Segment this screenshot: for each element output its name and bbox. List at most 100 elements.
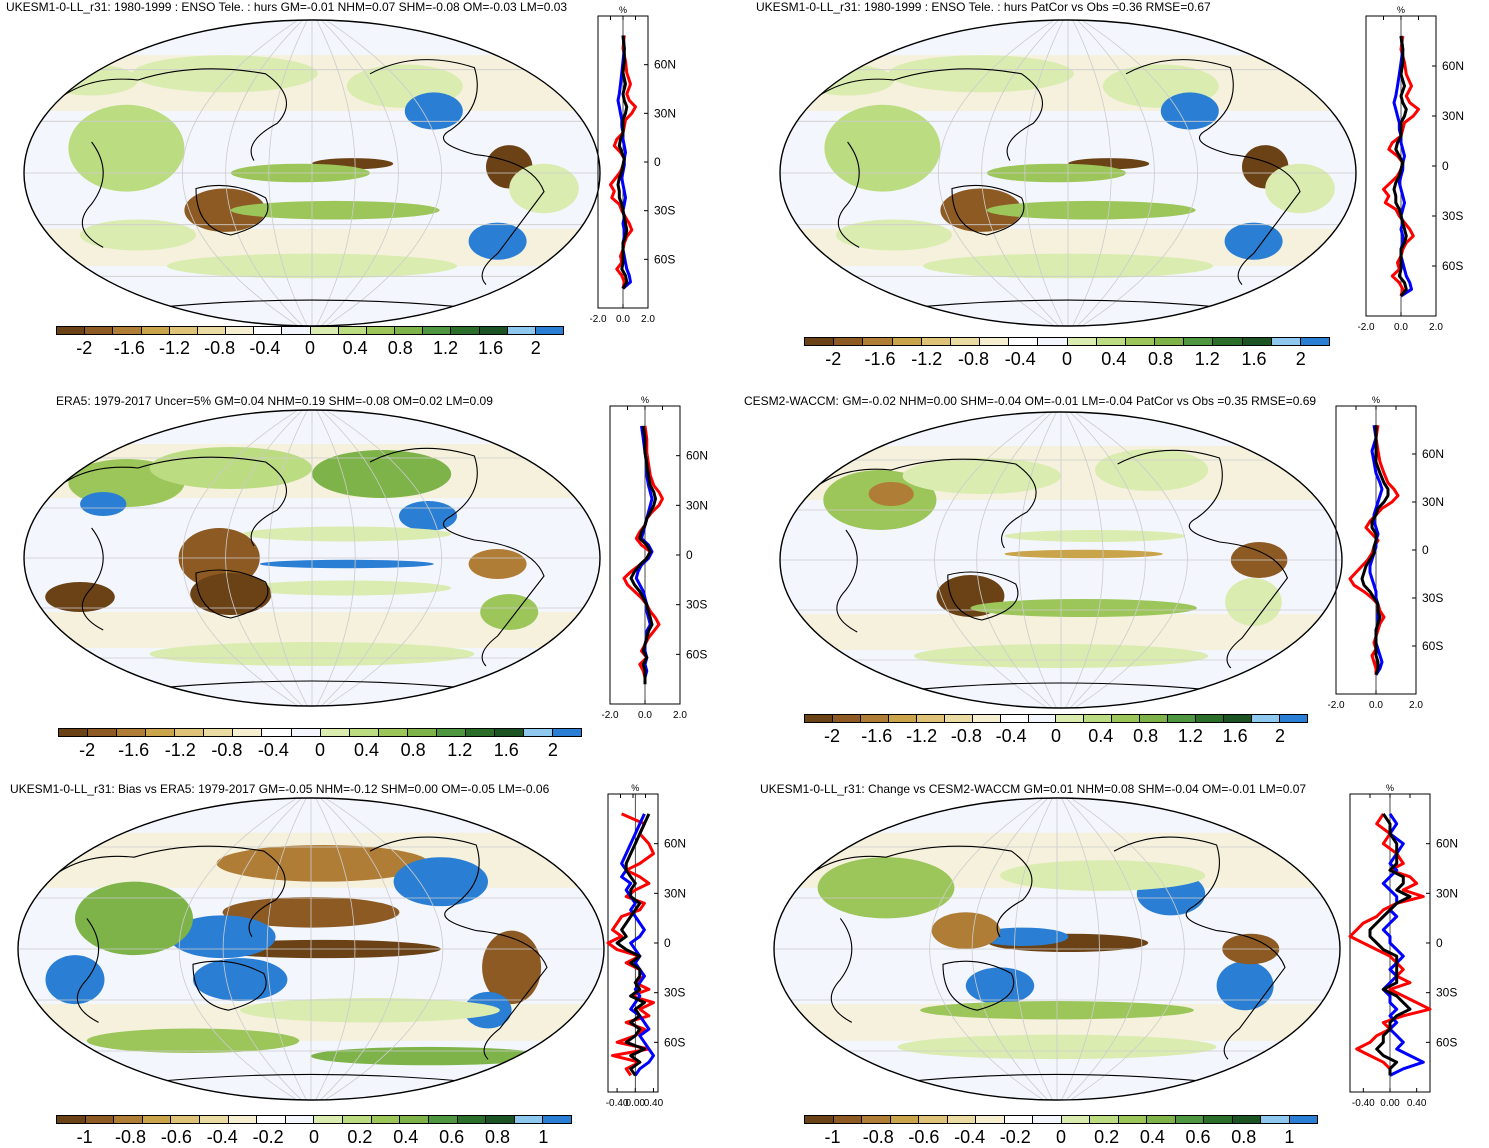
- field-patch: [902, 458, 1061, 494]
- graticule-lon: [1067, 412, 1146, 708]
- colorbar-swatch: [451, 327, 480, 334]
- lat-tick-label: 30S: [654, 204, 675, 218]
- colorbar: -2 -1.6 -1.2 -0.8 -0.4 0 0.4 0.8 1.2 1.6 2: [804, 714, 1308, 746]
- colorbar-tick-label: -0.4: [954, 1127, 986, 1147]
- lat-tick-label: 0: [686, 548, 693, 562]
- colorbar-swatch: [862, 1116, 891, 1123]
- graticule-lon: [1014, 798, 1054, 1100]
- x-tick-label: 2.0: [1429, 322, 1443, 333]
- field-patch: [824, 104, 941, 192]
- panel-title: UKESM1-0-LL_r31: Change vs CESM2-WACCM G…: [760, 782, 1307, 796]
- coastline: [1216, 930, 1286, 1060]
- colorbar-swatch: [465, 729, 495, 736]
- field-patch: [216, 844, 429, 882]
- lat-tick-label: 60S: [1422, 639, 1443, 653]
- coastline: [192, 960, 267, 1011]
- colorbar-tick-label: -0.4: [206, 1127, 238, 1147]
- colorbar-swatch: [980, 338, 1010, 345]
- colorbar-swatch: [950, 338, 981, 345]
- colorbar-swatch: [834, 338, 864, 345]
- colorbar-swatch: [1242, 338, 1272, 345]
- colorbar-swatches: [804, 1115, 1318, 1124]
- colorbar-tick-label: -1.6: [118, 740, 150, 760]
- coastline: [474, 153, 545, 285]
- colorbar-swatch: [524, 729, 554, 736]
- lat-tick-label: 60S: [654, 252, 675, 266]
- field-patch: [404, 92, 463, 130]
- profile-series-line: [1392, 35, 1408, 297]
- field-patch: [230, 200, 440, 220]
- coastline: [830, 918, 853, 1023]
- graticule-lon: [315, 20, 356, 326]
- colorbar-swatches: [804, 714, 1308, 723]
- panel-title: UKESM1-0-LL_r31: Bias vs ERA5: 1979-2017…: [10, 782, 550, 796]
- field-patch: [888, 55, 1074, 93]
- coastline: [1125, 59, 1234, 155]
- lat-tick-label: 0: [1436, 936, 1443, 950]
- colorbar-tick-label: -2: [76, 338, 93, 358]
- x-tick-label: -2.0: [602, 710, 619, 721]
- colorbar-swatch: [1271, 338, 1301, 345]
- colorbar-swatch: [863, 338, 893, 345]
- colorbar-swatch: [832, 715, 861, 722]
- colorbar-tick-label: 2: [1274, 726, 1286, 746]
- lat-tick-label: 30S: [664, 986, 685, 1000]
- field-patch: [986, 200, 1196, 220]
- lat-tick-label: 60N: [1436, 837, 1458, 851]
- field-patch: [931, 912, 1000, 949]
- colorbar-tick-label: -0.8: [211, 740, 243, 760]
- field-patch: [468, 222, 527, 260]
- x-tick-label: -2.0: [590, 314, 607, 325]
- colorbar-tick-label: 1.2: [447, 740, 473, 760]
- coastline: [137, 299, 487, 310]
- colorbar-swatch: [175, 729, 205, 736]
- colorbar-tick-label: 1.6: [478, 338, 504, 358]
- graticule-lon: [318, 20, 399, 326]
- colorbar-swatch: [282, 327, 311, 334]
- graticule-lon: [971, 798, 1051, 1100]
- map-outline: [779, 411, 1343, 709]
- colorbar-swatch: [85, 327, 114, 334]
- colorbar-tick-label: 0.4: [1101, 349, 1127, 369]
- colorbar-tick-label: -2: [823, 726, 841, 746]
- x-tick-label: 0.00: [1380, 1098, 1400, 1109]
- colorbar-swatch: [972, 715, 1001, 722]
- graticule-lon: [178, 798, 301, 1100]
- colorbar-tick-label: 0.2: [347, 1127, 373, 1147]
- lat-tick-label: 30N: [686, 498, 708, 512]
- profile-ylabel: %: [1372, 395, 1380, 405]
- field-patch: [1000, 860, 1206, 891]
- colorbar-tick-label: 1.6: [493, 740, 519, 760]
- colorbar-swatch: [1004, 1116, 1033, 1123]
- graticule-lon: [182, 410, 302, 706]
- colorbar-swatch: [1184, 338, 1214, 345]
- colorbar-tick-label: 2: [530, 338, 541, 358]
- graticule-lon: [318, 410, 399, 706]
- graticule-lon: [315, 410, 356, 706]
- coastline: [800, 458, 1037, 549]
- colorbar-swatch: [57, 1116, 86, 1123]
- graticule-lon: [938, 20, 1058, 326]
- graticule-lon: [1060, 798, 1100, 1100]
- profile-series-line: [616, 35, 629, 290]
- field-patch: [970, 599, 1197, 617]
- colorbar-tick-label: 1.2: [1177, 726, 1203, 746]
- colorbar-swatch: [171, 1116, 201, 1123]
- graticule-lon: [1067, 798, 1185, 1100]
- lat-tick-label: 30N: [664, 886, 686, 900]
- colorbar: -2 -1.6 -1.2 -0.8 -0.4 0 0.4 0.8 1.2 1.6 2: [58, 728, 582, 760]
- colorbar-swatch: [141, 327, 170, 334]
- colorbar-swatch: [378, 729, 408, 736]
- colorbar-tick-label: -1.2: [906, 726, 938, 746]
- field-patch: [977, 927, 1069, 946]
- lat-tick-label: 30N: [1436, 886, 1458, 900]
- colorbar-tick-label: 0.8: [1231, 1127, 1257, 1147]
- zonal-mean-profile: % 60N 30N 0 30S 60S -0.40 0.00 0.40: [1348, 783, 1458, 1109]
- colorbar-swatch: [1028, 715, 1057, 722]
- profile-series-line: [1381, 813, 1425, 1077]
- coastline: [893, 299, 1243, 310]
- colorbar-tick-label: -1.2: [159, 338, 191, 358]
- colorbar-swatch: [944, 715, 973, 722]
- lat-tick-label: 30S: [1436, 986, 1457, 1000]
- colorbar-swatch: [1213, 338, 1243, 345]
